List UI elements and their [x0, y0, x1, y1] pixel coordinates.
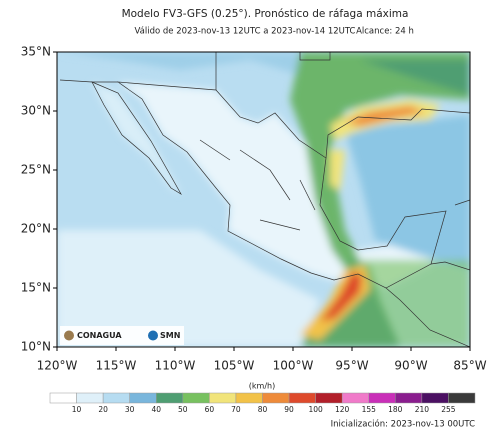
- colorbar-tick-label: 100: [308, 405, 323, 414]
- colorbar-segment: [395, 392, 423, 404]
- colorbar-segment: [235, 392, 263, 404]
- colorbar-tick-label: 10: [72, 405, 82, 414]
- lon-label: 110°W: [155, 359, 196, 373]
- colorbar-segment: [49, 392, 77, 404]
- valid-text: Válido de 2023-nov-13 12UTC a 2023-nov-1…: [134, 27, 355, 37]
- lon-label: 105°W: [214, 359, 255, 373]
- lat-label: 10°N: [21, 340, 51, 354]
- colorbar-tick-label: 255: [441, 405, 456, 414]
- logo-smn: SMN: [160, 331, 180, 340]
- colorbar-unit: (km/h): [249, 382, 275, 391]
- colorbar-tick-label: 210: [415, 405, 430, 414]
- colorbar-segment: [76, 392, 104, 404]
- colorbar-tick-label: 80: [258, 405, 268, 414]
- range-text: Alcance: 24 h: [356, 27, 414, 37]
- colorbar-tick-label: 120: [335, 405, 350, 414]
- colorbar-segment: [182, 392, 210, 404]
- lat-label: 35°N: [21, 45, 51, 59]
- colorbar-segment: [209, 392, 237, 404]
- colorbar-segment: [102, 392, 130, 404]
- colorbar-tick-label: 155: [362, 405, 377, 414]
- colorbar-tick-label: 20: [98, 405, 108, 414]
- colorbar-tick-label: 60: [205, 405, 215, 414]
- colorbar-segment: [368, 392, 396, 404]
- colorbar-segment: [315, 392, 343, 404]
- colorbar-segment: [341, 392, 369, 404]
- colorbar-segment: [156, 392, 184, 404]
- lon-label: 115°W: [96, 359, 137, 373]
- lon-label: 95°W: [335, 359, 368, 373]
- lat-label: 20°N: [21, 222, 51, 236]
- lat-label: 15°N: [21, 281, 51, 295]
- lon-label: 90°W: [394, 359, 427, 373]
- title: Modelo FV3-GFS (0.25°). Pronóstico de rá…: [122, 8, 409, 20]
- colorbar-tick-label: 40: [151, 405, 161, 414]
- colorbar-segment: [262, 392, 290, 404]
- lon-label: 100°W: [273, 359, 314, 373]
- map-frame: [56, 51, 471, 348]
- colorbar-segment: [421, 392, 449, 404]
- colorbar-tick-label: 180: [388, 405, 403, 414]
- init-text: Inicialización: 2023-nov-13 00UTC: [331, 419, 475, 430]
- colorbar-tick-label: 70: [231, 405, 241, 414]
- colorbar: 10 20 30 40 50 60 70 80 90 100 120 155 180 210 255: [49, 392, 476, 414]
- colorbar-segment: [129, 392, 157, 404]
- lon-label: 85°W: [453, 359, 486, 373]
- lat-label: 25°N: [21, 163, 51, 177]
- colorbar-segment: [288, 392, 316, 404]
- colorbar-tick-label: 90: [284, 405, 294, 414]
- logo-conagua: CONAGUA: [77, 331, 122, 340]
- colorbar-tick-label: 50: [178, 405, 188, 414]
- lon-label: 120°W: [37, 359, 78, 373]
- axes: 120°W 115°W 110°W 105°W 100°W 95°W 90°W 85°W 35°…: [21, 45, 487, 373]
- colorbar-tick-label: 30: [125, 405, 135, 414]
- lat-label: 30°N: [21, 104, 51, 118]
- map: CONAGUA SMN: [57, 52, 470, 347]
- colorbar-segment: [448, 392, 476, 404]
